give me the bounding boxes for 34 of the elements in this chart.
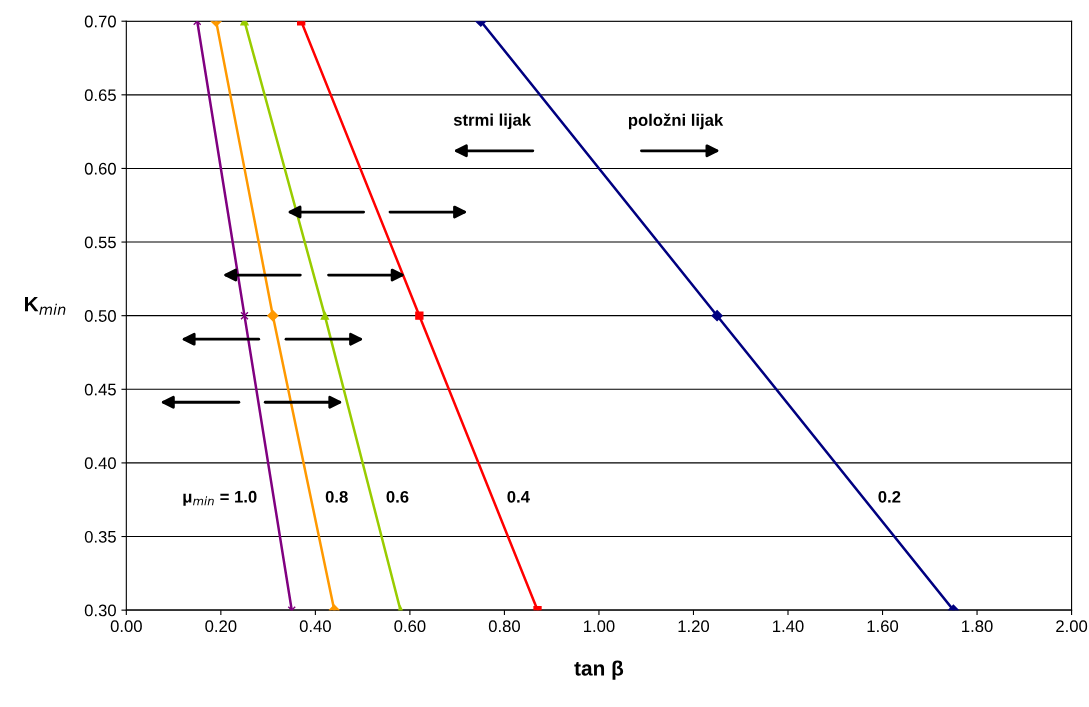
- series-label: 0.2: [878, 490, 901, 503]
- y-tick-label: 0.55: [84, 236, 116, 249]
- y-tick-label: 0.50: [84, 310, 116, 322]
- y-tick-label: 0.35: [84, 530, 116, 543]
- x-axis-title: tan β: [574, 660, 624, 680]
- x-tick-label: 0.60: [394, 620, 426, 633]
- x-tick-label: 0.40: [299, 620, 331, 633]
- point: [240, 311, 249, 320]
- y-axis-title: K$_{min}$: [25, 296, 66, 315]
- y-tick-label: 0.40: [84, 457, 116, 470]
- x-tick-label: 2.00: [1056, 620, 1088, 633]
- x-tick-label: 1.40: [773, 620, 804, 633]
- point: [415, 311, 424, 320]
- x-tick-label: 1.00: [584, 620, 615, 633]
- y-tick-label: 0.30: [84, 604, 116, 617]
- point: [267, 310, 279, 322]
- x-tick-label: 1.80: [962, 620, 993, 633]
- series-label: 0.6: [386, 490, 409, 503]
- y-tick-label: 0.65: [84, 89, 116, 102]
- series-label: 0.4: [507, 490, 530, 503]
- annotation: položni lijak: [628, 113, 724, 130]
- x-tick-label: 0.20: [205, 620, 237, 633]
- x-tick-label: 1.60: [867, 620, 899, 633]
- x-tick-label: 1.20: [678, 620, 710, 633]
- x-tick-label: 0.80: [488, 620, 520, 633]
- annotation: strmi lijak: [453, 113, 532, 130]
- point: [320, 311, 329, 320]
- series-label: 0.8: [325, 490, 348, 503]
- y-tick-label: 0.70: [84, 15, 116, 28]
- y-tick-label: 0.45: [84, 383, 116, 396]
- series-label: μ$_{min}$ = 1.0: [183, 490, 257, 506]
- x-tick-label: 0.00: [110, 620, 142, 633]
- point: [711, 310, 723, 322]
- y-tick-label: 0.60: [84, 162, 116, 175]
